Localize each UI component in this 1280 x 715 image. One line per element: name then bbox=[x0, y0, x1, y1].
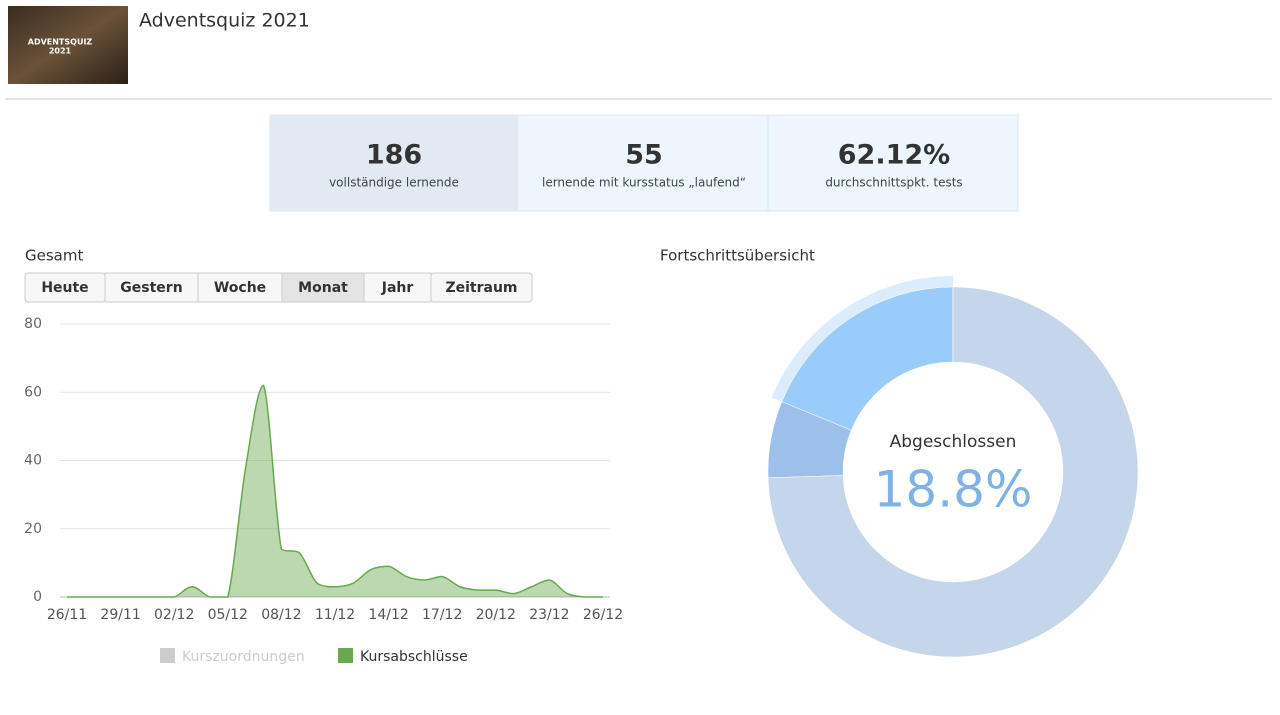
legend-swatch[interactable] bbox=[160, 648, 175, 663]
legend-label[interactable]: Kurszuordnungen bbox=[182, 649, 305, 665]
stat-value: 62.12% bbox=[838, 140, 950, 171]
tab-label[interactable]: Gestern bbox=[120, 280, 182, 296]
stat-value: 55 bbox=[625, 140, 663, 171]
x-tick-label: 26/11 bbox=[47, 607, 87, 623]
center-label: Abgeschlossen bbox=[890, 432, 1017, 452]
chart-title: Fortschrittsübersicht bbox=[660, 247, 815, 265]
slice bbox=[767, 286, 1139, 658]
area-fill bbox=[67, 385, 603, 597]
tab-label[interactable]: Woche bbox=[214, 280, 266, 296]
slice-halo bbox=[771, 276, 953, 402]
page-title: Adventsquiz 2021 bbox=[139, 10, 310, 32]
y-tick-label: 40 bbox=[24, 453, 42, 469]
tab-button[interactable] bbox=[430, 272, 533, 303]
stat-label: lernende mit kursstatus „laufend“ bbox=[542, 176, 746, 190]
x-tick-label: 23/12 bbox=[529, 607, 569, 623]
y-tick-label: 20 bbox=[24, 521, 42, 537]
tab-button[interactable] bbox=[104, 272, 199, 303]
y-tick-label: 80 bbox=[24, 316, 42, 332]
thumbnail-text: 2021 bbox=[49, 47, 72, 56]
thumbnail-text: ADVENTSQUIZ bbox=[28, 38, 93, 47]
area-line bbox=[66, 384, 603, 598]
x-tick-label: 20/12 bbox=[476, 607, 516, 623]
stat-cell-active bbox=[270, 115, 518, 211]
tab-button[interactable] bbox=[281, 272, 365, 303]
x-tick-label: 17/12 bbox=[422, 607, 462, 623]
center-value: 18.8% bbox=[874, 461, 1033, 519]
x-tick-label: 05/12 bbox=[208, 607, 248, 623]
y-tick-label: 60 bbox=[24, 384, 42, 400]
x-tick-label: 08/12 bbox=[261, 607, 301, 623]
tab-label[interactable]: Heute bbox=[41, 280, 88, 296]
legend-label[interactable]: Kursabschlüsse bbox=[360, 649, 468, 665]
legend-swatch[interactable] bbox=[338, 648, 353, 663]
slice bbox=[781, 286, 954, 431]
tab-label[interactable]: Monat bbox=[298, 280, 348, 296]
x-tick-label: 02/12 bbox=[154, 607, 194, 623]
x-tick-label: 14/12 bbox=[368, 607, 408, 623]
y-tick-label: 0 bbox=[33, 589, 42, 605]
x-tick-label: 26/12 bbox=[583, 607, 623, 623]
stat-label: durchschnittspkt. tests bbox=[825, 176, 962, 190]
x-tick-label: 29/11 bbox=[100, 607, 140, 623]
tab-label[interactable]: Jahr bbox=[381, 280, 414, 296]
stat-value: 186 bbox=[366, 140, 422, 171]
chart-title: Gesamt bbox=[25, 247, 83, 265]
x-tick-label: 11/12 bbox=[315, 607, 355, 623]
thumbnail bbox=[8, 6, 128, 84]
tab-label[interactable]: Zeitraum bbox=[445, 280, 517, 296]
tab-button[interactable] bbox=[363, 272, 432, 303]
stat-label: vollständige lernende bbox=[329, 176, 459, 190]
